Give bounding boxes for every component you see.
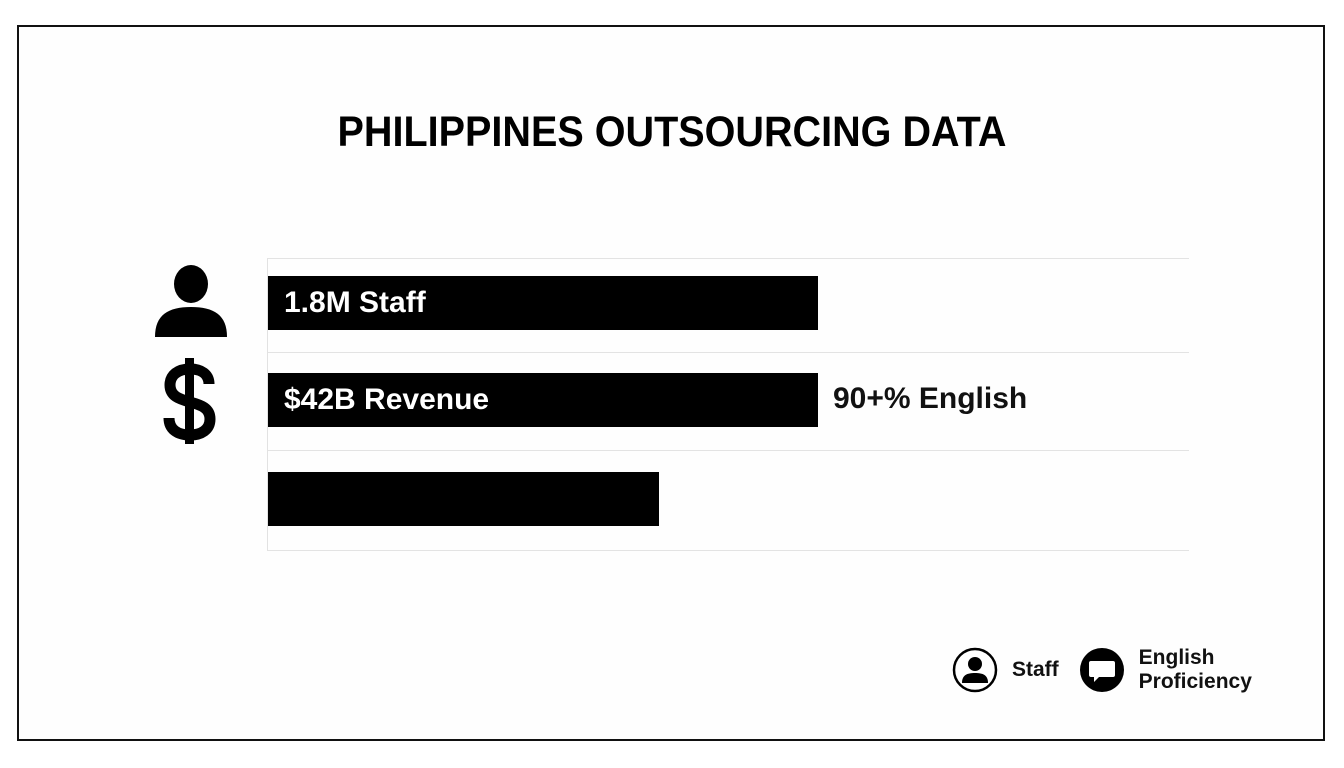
gridline [268,352,1189,353]
person-circle-icon [952,647,998,693]
person-icon [154,265,228,337]
legend-label-english: English Proficiency [1139,646,1252,694]
english-annotation: 90+% English [833,382,1028,415]
legend-label-staff: Staff [1012,658,1059,681]
gridline [268,450,1189,451]
gridline [268,258,1189,259]
dollar-icon [163,358,217,444]
bar-third [268,472,659,526]
legend-label-english-line2: Proficiency [1138,670,1252,693]
speech-bubble-icon [1079,647,1125,693]
bar-revenue: $42B Revenue [268,373,818,427]
legend: Staff English Proficiency [952,646,1272,694]
gridline [268,550,1189,551]
bar-staff: 1.8M Staff [268,276,818,330]
bar-label-staff: 1.8M Staff [284,286,426,319]
legend-label-english-line1: English [1138,646,1215,669]
bar-label-revenue: $42B Revenue [284,383,490,416]
legend-item-english: English Proficiency [1079,646,1252,694]
plot-area: 1.8M Staff $42B Revenue 90+% English [267,258,1189,551]
chart-title: PHILIPPINES OUTSOURCING DATA [337,108,1007,156]
legend-item-staff: Staff [952,647,1059,693]
